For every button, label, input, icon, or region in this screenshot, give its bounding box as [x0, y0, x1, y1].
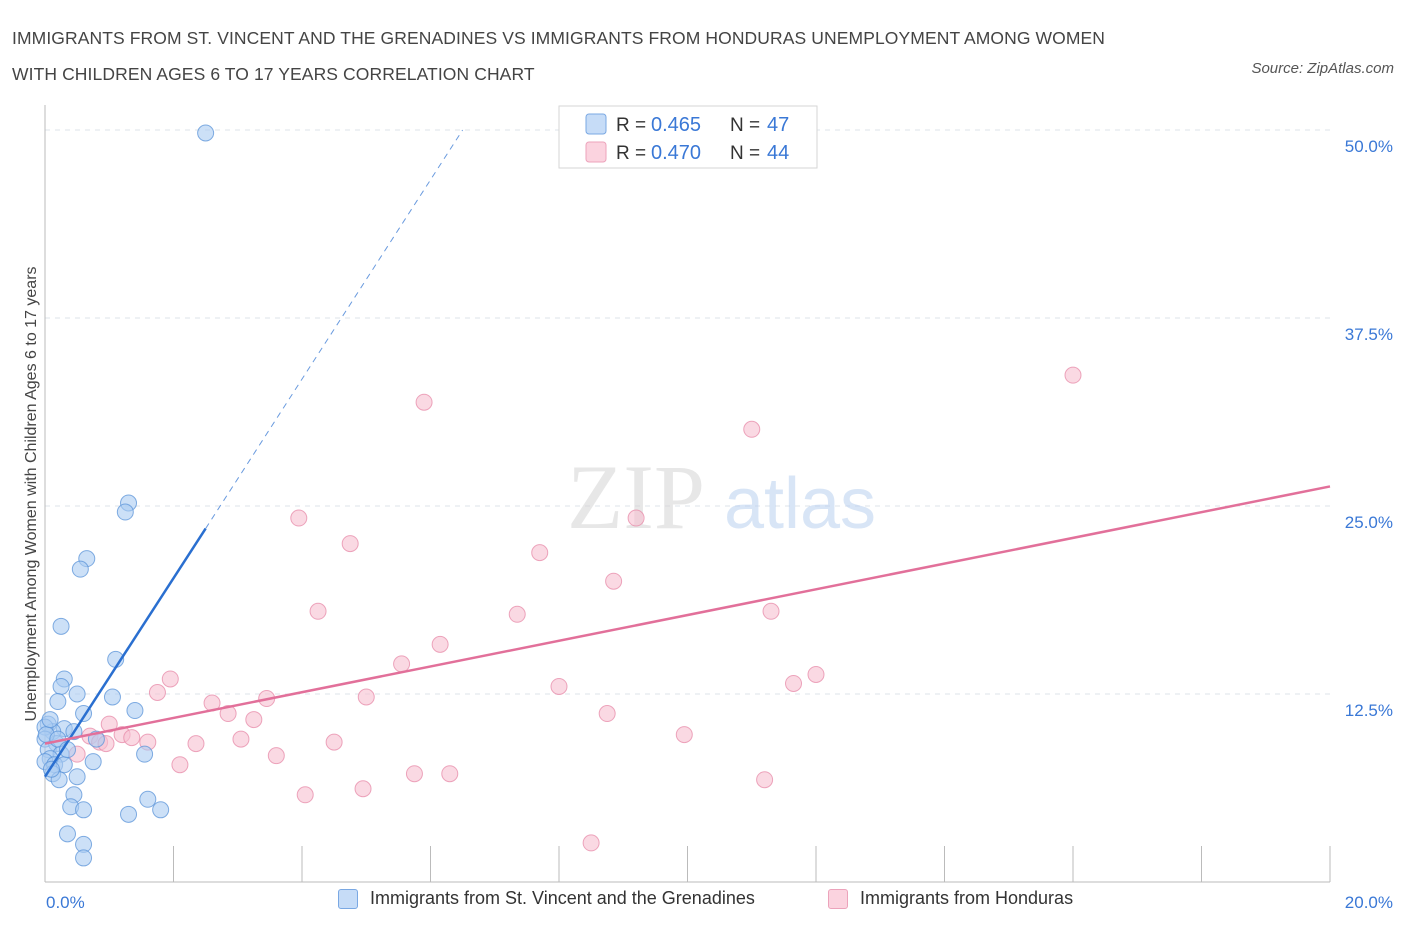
- stats-swatch-0: [585, 113, 607, 135]
- point-honduras-21: [219, 705, 237, 723]
- point-honduras-40: [756, 771, 774, 789]
- legend-label-honduras: Immigrants from Honduras: [860, 888, 1074, 908]
- point-honduras-42: [354, 780, 372, 798]
- point-st-vincent-4: [71, 560, 89, 578]
- point-honduras-11: [431, 635, 449, 653]
- point-honduras-39: [441, 765, 459, 783]
- legend-swatch-pink: [828, 888, 848, 909]
- point-st-vincent-38: [120, 805, 138, 823]
- point-st-vincent-24: [136, 745, 154, 763]
- point-honduras-31: [325, 733, 343, 751]
- stats-r-value-1: 0.470: [651, 142, 701, 164]
- chart-title-line-1: IMMIGRANTS FROM ST. VINCENT AND THE GREN…: [12, 28, 1106, 48]
- point-honduras-7: [605, 572, 623, 590]
- point-st-vincent-9: [68, 685, 86, 703]
- point-honduras-37: [171, 756, 189, 774]
- y-tick-label-1: 25.0%: [1345, 513, 1393, 532]
- point-honduras-30: [232, 730, 250, 748]
- point-honduras-38: [405, 765, 423, 783]
- point-honduras-41: [296, 786, 314, 804]
- point-honduras-9: [508, 605, 526, 623]
- point-st-vincent-10: [103, 688, 121, 706]
- y-tick-label-2: 37.5%: [1345, 325, 1393, 344]
- point-st-vincent-2: [116, 503, 134, 521]
- legend-item-st-vincent[interactable]: Immigrants from St. Vincent and the Gren…: [338, 888, 755, 909]
- point-honduras-6: [531, 544, 549, 562]
- point-st-vincent-29: [84, 753, 102, 771]
- stats-r-label-1: R =: [616, 143, 646, 164]
- point-st-vincent-8: [52, 677, 70, 695]
- point-honduras-16: [550, 677, 568, 695]
- stats-n-value-1: 44: [767, 142, 789, 164]
- legend-swatch-blue: [338, 888, 358, 909]
- point-honduras-12: [393, 655, 411, 673]
- stats-swatch-1: [585, 141, 607, 163]
- point-st-vincent-32: [68, 768, 86, 786]
- point-honduras-26: [675, 726, 693, 744]
- point-honduras-18: [357, 688, 375, 706]
- point-st-vincent-37: [152, 801, 170, 819]
- point-honduras-13: [807, 665, 825, 683]
- y-tick-label-3: 50.0%: [1345, 137, 1393, 156]
- chart-title: IMMIGRANTS FROM ST. VINCENT AND THE GREN…: [12, 20, 1105, 92]
- point-honduras-4: [627, 509, 645, 527]
- point-honduras-28: [123, 729, 141, 747]
- point-st-vincent-41: [75, 849, 93, 867]
- point-honduras-3: [290, 509, 308, 527]
- trendline-st-vincent-extension: [205, 129, 464, 529]
- point-honduras-23: [245, 711, 263, 729]
- y-axis-label: Unemployment Among Women with Children A…: [23, 266, 40, 721]
- point-honduras-0: [1064, 366, 1082, 384]
- stats-legend: R = 0.465 N = 47 R = 0.470 N = 44: [558, 105, 818, 169]
- stats-r-value-0: 0.465: [651, 114, 701, 136]
- trendline-st-vincent: [43, 527, 207, 778]
- point-st-vincent-39: [58, 825, 76, 843]
- point-honduras-5: [341, 535, 359, 553]
- watermark-zip: ZIP: [567, 446, 705, 548]
- point-honduras-1: [415, 393, 433, 411]
- point-st-vincent-5: [52, 617, 70, 635]
- point-honduras-2: [743, 420, 761, 438]
- source-label: Source: ZipAtlas.com: [1251, 60, 1394, 77]
- point-honduras-15: [785, 674, 803, 692]
- stats-r-label-0: R =: [616, 115, 646, 136]
- point-st-vincent-13: [126, 702, 144, 720]
- chart-title-line-2: WITH CHILDREN AGES 6 TO 17 YEARS CORRELA…: [12, 64, 535, 84]
- x-tick-label-max: 20.0%: [1345, 893, 1393, 912]
- point-st-vincent-43: [41, 711, 59, 729]
- legend-item-honduras[interactable]: Immigrants from Honduras: [828, 888, 1073, 909]
- trendline-honduras: [44, 485, 1331, 745]
- stats-n-value-0: 47: [767, 114, 789, 136]
- point-honduras-24: [100, 715, 118, 733]
- stats-n-label-0: N =: [730, 115, 760, 136]
- point-honduras-36: [267, 747, 285, 765]
- point-st-vincent-36: [75, 801, 93, 819]
- y-tick-label-0: 12.5%: [1345, 701, 1393, 720]
- watermark-atlas: atlas: [724, 464, 876, 544]
- point-st-vincent-34: [139, 790, 157, 808]
- point-honduras-14: [161, 670, 179, 688]
- point-st-vincent-0: [197, 124, 215, 142]
- point-honduras-43: [582, 834, 600, 852]
- point-honduras-22: [598, 705, 616, 723]
- legend-label-st-vincent: Immigrants from St. Vincent and the Gren…: [370, 888, 755, 908]
- point-honduras-8: [309, 602, 327, 620]
- bottom-legend: Immigrants from St. Vincent and the Gren…: [0, 888, 1406, 916]
- stats-n-label-1: N =: [730, 143, 760, 164]
- x-tick-label-min: 0.0%: [46, 893, 85, 912]
- point-st-vincent-11: [49, 693, 67, 711]
- point-honduras-17: [148, 683, 166, 701]
- point-honduras-10: [762, 602, 780, 620]
- point-honduras-34: [187, 735, 205, 753]
